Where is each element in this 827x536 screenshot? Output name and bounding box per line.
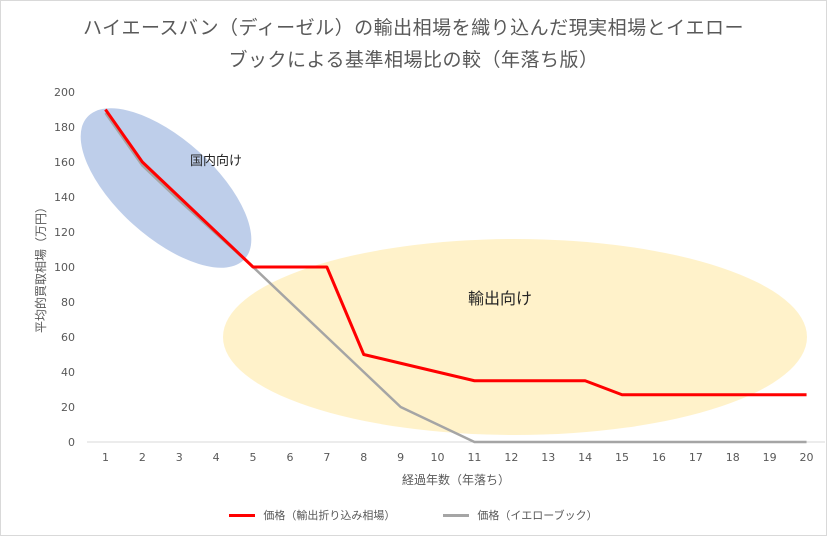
export-ellipse: [223, 239, 807, 435]
x-tick-label: 12: [504, 451, 518, 464]
x-axis-label: 経過年数（年落ち）: [402, 472, 510, 487]
x-tick-label: 18: [726, 451, 740, 464]
x-tick-label: 14: [578, 451, 592, 464]
x-tick-label: 13: [541, 451, 555, 464]
x-tick-label: 10: [431, 451, 445, 464]
y-tick-label: 60: [61, 331, 75, 344]
x-tick-label: 8: [360, 451, 367, 464]
x-tick-label: 19: [763, 451, 777, 464]
y-tick-label: 140: [54, 191, 75, 204]
x-tick-label: 17: [689, 451, 703, 464]
x-tick-label: 9: [397, 451, 404, 464]
x-tick-label: 6: [286, 451, 293, 464]
x-tick-label: 2: [139, 451, 146, 464]
y-tick-label: 20: [61, 401, 75, 414]
legend-item-export: 価格（輸出折り込み相場）: [229, 507, 395, 523]
x-tick-label: 3: [176, 451, 183, 464]
legend-swatch-export: [229, 513, 256, 517]
x-tick-label: 11: [467, 451, 481, 464]
y-axis-label: 平均的買取相場（万円）: [33, 201, 48, 333]
chart-title-line2: ブックによる基準相場比の較（年落ち版）: [228, 49, 599, 71]
x-tick-label: 4: [213, 451, 220, 464]
x-tick-label: 1: [102, 451, 109, 464]
x-tick-label: 5: [250, 451, 257, 464]
x-tick-label: 7: [323, 451, 330, 464]
y-tick-label: 40: [61, 366, 75, 379]
legend-item-yellowbook: 価格（イエローブック）: [443, 507, 598, 523]
legend: 価格（輸出折り込み相場） 価格（イエローブック）: [0, 507, 827, 523]
y-tick-label: 0: [68, 436, 75, 449]
legend-label-export: 価格（輸出折り込み相場）: [263, 509, 396, 522]
y-tick-label: 80: [61, 296, 75, 309]
x-tick-label: 20: [800, 451, 814, 464]
y-tick-label: 100: [54, 261, 75, 274]
y-tick-label: 200: [54, 86, 75, 99]
y-tick-label: 160: [54, 156, 75, 169]
x-tick-label: 16: [652, 451, 666, 464]
y-tick-label: 180: [54, 121, 75, 134]
y-tick-label: 120: [54, 226, 75, 239]
legend-label-yellowbook: 価格（イエローブック）: [477, 509, 598, 522]
domestic-label: 国内向け: [190, 153, 242, 169]
legend-swatch-yellowbook: [443, 513, 470, 517]
series-line-export: [104, 108, 807, 397]
chart-title-line1: ハイエースバン（ディーゼル）の輸出相場を織り込んだ現実相場とイエロー: [83, 17, 744, 39]
export-label: 輸出向け: [468, 289, 532, 308]
x-tick-label: 15: [615, 451, 629, 464]
